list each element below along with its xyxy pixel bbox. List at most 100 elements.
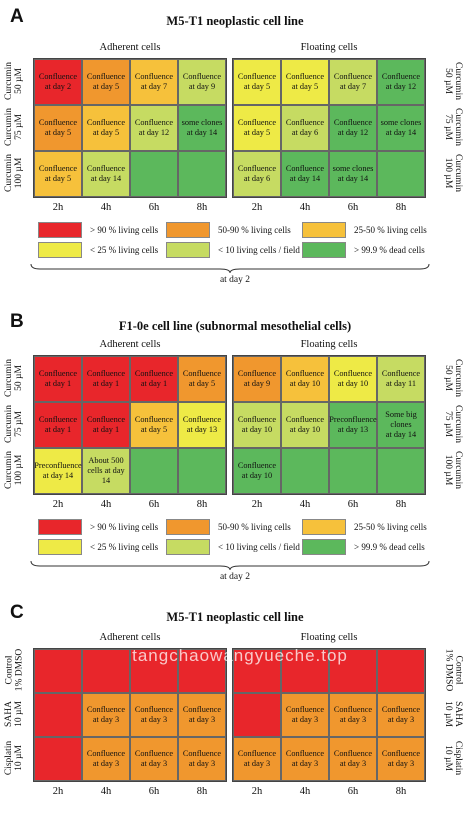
panel-title: M5-T1 neoplastic cell line <box>166 610 304 624</box>
x-tick-label: 6h <box>148 499 160 510</box>
adherent-cell: Confluence at day 12 <box>130 105 178 151</box>
adherent-label: Adherent cells <box>99 632 161 643</box>
floating-grid: Confluence at day 3 Confluence at day 3 Co… <box>232 648 426 782</box>
row-label-left: Curcumin 50 µM <box>0 355 37 401</box>
row-label-left: Curcumin 100 µM <box>0 150 37 196</box>
adherent-cell: Confluence at day 1 <box>82 356 130 402</box>
legend-item: > 99.9 % dead cells <box>302 539 425 555</box>
adherent-cell <box>178 448 226 494</box>
floating-cell <box>377 151 425 197</box>
legend-item: 50-90 % living cells <box>166 519 291 535</box>
row-label-text: Curcumin 75 µM <box>443 405 463 443</box>
floating-grid: Confluence at day 5 Confluence at day 5 Co… <box>232 58 426 198</box>
floating-cell: Confluence at day 10 <box>233 402 281 448</box>
legend-item: > 90 % living cells <box>38 222 158 238</box>
row-label-left: Control 1% DMSO <box>0 648 37 692</box>
legend-text: > 99.9 % dead cells <box>354 245 425 255</box>
floating-cell: some clones at day 14 <box>377 105 425 151</box>
adherent-grid: Confluence at day 1 Confluence at day 1 Co… <box>33 355 227 495</box>
row-label-right: Cisplatin 10 µM <box>430 736 470 780</box>
floating-cell <box>233 649 281 693</box>
floating-cell: Confluence at day 5 <box>233 59 281 105</box>
brace-label: at day 2 <box>219 572 251 582</box>
row-label-left: Curcumin 100 µM <box>0 447 37 493</box>
legend-text: < 10 living cells / field <box>218 245 300 255</box>
x-tick-label: 8h <box>196 499 208 510</box>
row-label-left: Curcumin 50 µM <box>0 58 37 104</box>
adherent-grid: Confluence at day 3 Confluence at day 3 Co… <box>33 648 227 782</box>
x-tick-label: 2h <box>52 202 64 213</box>
legend-swatch <box>38 222 82 238</box>
adherent-cell: Confluence at day 3 <box>82 737 130 781</box>
legend-item: > 90 % living cells <box>38 519 158 535</box>
adherent-cell <box>178 649 226 693</box>
row-label-right: Curcumin 50 µM <box>430 58 470 104</box>
row-label-left: SAHA 10 µM <box>0 692 37 736</box>
legend-item: < 25 % living cells <box>38 242 158 258</box>
row-label-text: SAHA 10 µM <box>443 701 463 727</box>
floating-cell: Confluence at day 3 <box>233 737 281 781</box>
legend-text: < 25 % living cells <box>90 542 159 552</box>
legend-swatch <box>302 539 346 555</box>
floating-cell: Confluence at day 3 <box>281 693 329 737</box>
floating-cell: Confluence at day 11 <box>377 356 425 402</box>
legend-item: > 99.9 % dead cells <box>302 242 425 258</box>
row-label-left: Curcumin 75 µM <box>0 401 37 447</box>
row-label-text: Cisplatin 10 µM <box>4 740 24 776</box>
row-label-text: Curcumin 50 µM <box>443 62 463 100</box>
floating-cell: Confluence at day 3 <box>329 737 377 781</box>
row-label-text: Curcumin 100 µM <box>443 154 463 192</box>
adherent-cell: Confluence at day 1 <box>34 356 82 402</box>
floating-cell: Confluence at day 5 <box>281 59 329 105</box>
legend-swatch <box>166 519 210 535</box>
adherent-label: Adherent cells <box>99 339 161 350</box>
panel-letter: C <box>10 602 24 623</box>
adherent-cell: Confluence at day 13 <box>178 402 226 448</box>
legend-swatch <box>38 242 82 258</box>
adherent-cell: some clones at day 14 <box>178 105 226 151</box>
row-label-text: Curcumin 100 µM <box>443 451 463 489</box>
legend-text: 50-90 % living cells <box>218 522 291 532</box>
x-tick-label: 2h <box>52 786 64 797</box>
floating-cell: Confluence at day 7 <box>329 59 377 105</box>
row-label-left: Cisplatin 10 µM <box>0 736 37 780</box>
row-label-text: Curcumin 50 µM <box>4 62 24 100</box>
legend-swatch <box>38 519 82 535</box>
brace-label: at day 2 <box>219 275 251 285</box>
adherent-cell: Confluence at day 5 <box>34 151 82 197</box>
x-tick-label: 4h <box>299 786 311 797</box>
floating-cell: Confluence at day 12 <box>377 59 425 105</box>
row-label-text: SAHA 10 µM <box>4 701 24 727</box>
floating-cell: Confluence at day 3 <box>377 693 425 737</box>
x-tick-label: 8h <box>196 786 208 797</box>
x-tick-label: 4h <box>100 786 112 797</box>
panel-letter: B <box>10 311 24 332</box>
legend-text: > 90 % living cells <box>90 522 159 532</box>
x-tick-label: 6h <box>347 786 359 797</box>
adherent-cell: Confluence at day 5 <box>178 356 226 402</box>
legend-item: < 10 living cells / field <box>166 539 300 555</box>
floating-cell: Confluence at day 9 <box>233 356 281 402</box>
adherent-cell <box>178 151 226 197</box>
floating-cell: Some big clones at day 14 <box>377 402 425 448</box>
legend-swatch <box>302 519 346 535</box>
x-tick-label: 4h <box>100 499 112 510</box>
row-label-text: Curcumin 50 µM <box>443 359 463 397</box>
panel-letter: A <box>10 6 24 27</box>
adherent-cell: About 500 cells at day 14 <box>82 448 130 494</box>
legend-text: < 25 % living cells <box>90 245 159 255</box>
legend-item: < 25 % living cells <box>38 539 158 555</box>
adherent-cell <box>130 649 178 693</box>
x-tick-label: 8h <box>395 202 407 213</box>
row-label-text: Control 1% DMSO <box>443 648 463 692</box>
legend-text: > 90 % living cells <box>90 225 159 235</box>
legend-text: < 10 living cells / field <box>218 542 300 552</box>
x-tick-label: 6h <box>148 786 160 797</box>
panel-title: M5-T1 neoplastic cell line <box>166 14 304 28</box>
adherent-cell: Confluence at day 3 <box>130 737 178 781</box>
row-label-right: Curcumin 50 µM <box>430 355 470 401</box>
row-label-text: Control 1% DMSO <box>4 648 24 692</box>
adherent-cell: Confluence at day 2 <box>34 59 82 105</box>
floating-label: Floating cells <box>300 339 358 350</box>
adherent-cell: Confluence at day 3 <box>130 693 178 737</box>
